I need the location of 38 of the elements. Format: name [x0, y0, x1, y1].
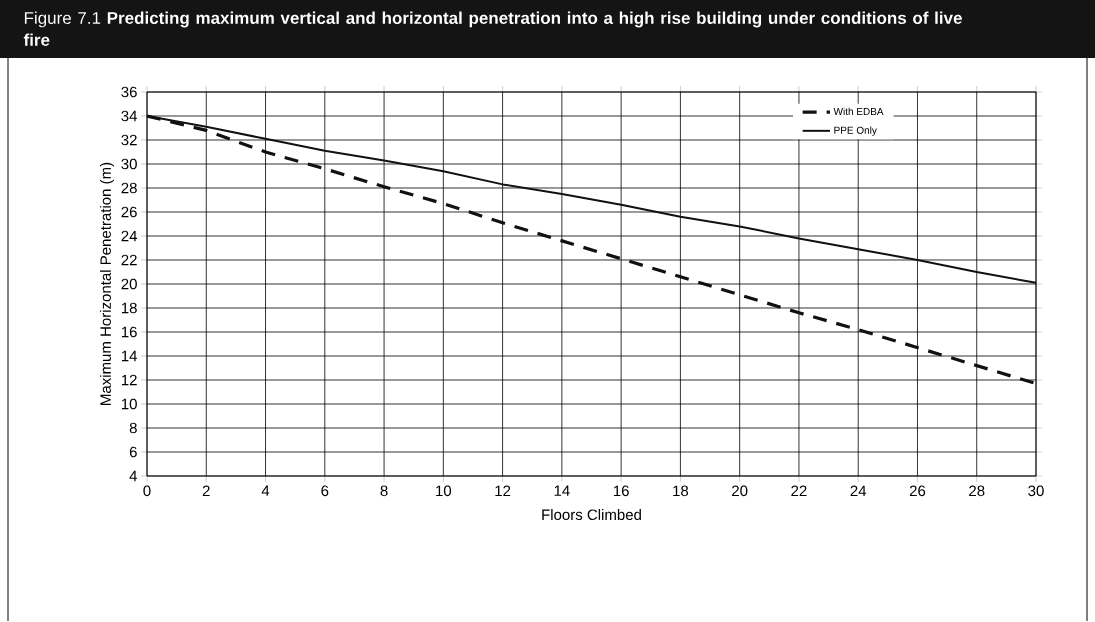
x-tick-label: 14 [554, 485, 570, 497]
x-tick-label: 12 [495, 485, 511, 497]
x-tick-label: 26 [909, 485, 926, 497]
y-tick-label: 20 [121, 278, 137, 290]
legend-label: PPE Only [834, 126, 877, 137]
x-tick-label: 18 [673, 485, 689, 497]
y-tick-label: 18 [121, 302, 137, 314]
x-tick-label: 16 [613, 485, 629, 497]
x-tick-label: 30 [1028, 485, 1044, 497]
y-tick-label: 22 [121, 255, 137, 266]
x-tick-label: 2 [202, 485, 210, 497]
y-tick-label: 12 [121, 375, 137, 386]
y-tick-label: 32 [121, 134, 137, 146]
chart-title: Figure 7.1 Predicting maximum vertical and horizontal penetration into a high rise building under conditions of live fire [23, 11, 962, 47]
x-tick-label: 28 [969, 485, 985, 497]
x-tick-label: 8 [380, 485, 388, 497]
y-axis-title: Maximum Horizontal Penetration (m) [99, 163, 114, 406]
y-tick-label: 10 [121, 398, 137, 410]
x-tick-label: 24 [850, 485, 867, 497]
x-tick-label: 20 [732, 485, 748, 497]
y-tick-label: 14 [121, 351, 138, 362]
y-tick-label: 16 [121, 326, 137, 338]
y-tick-label: 6 [129, 446, 137, 458]
x-axis-title: Floors Climbed [542, 509, 641, 521]
x-tick-label: 10 [436, 485, 452, 497]
legend-label: With EDBA [833, 107, 884, 116]
y-tick-label: 28 [121, 182, 137, 194]
y-tick-label: 24 [121, 231, 138, 242]
x-tick-label: 6 [321, 485, 329, 497]
y-tick-label: 34 [121, 110, 138, 122]
x-tick-label: 0 [143, 485, 151, 497]
x-tick-label: 22 [791, 485, 807, 497]
y-tick-label: 26 [121, 206, 137, 218]
y-tick-label: 4 [129, 471, 138, 482]
y-tick-label: 8 [129, 422, 137, 434]
y-tick-label: 36 [121, 86, 137, 98]
x-tick-label: 4 [261, 485, 270, 497]
y-tick-label: 30 [121, 158, 137, 170]
